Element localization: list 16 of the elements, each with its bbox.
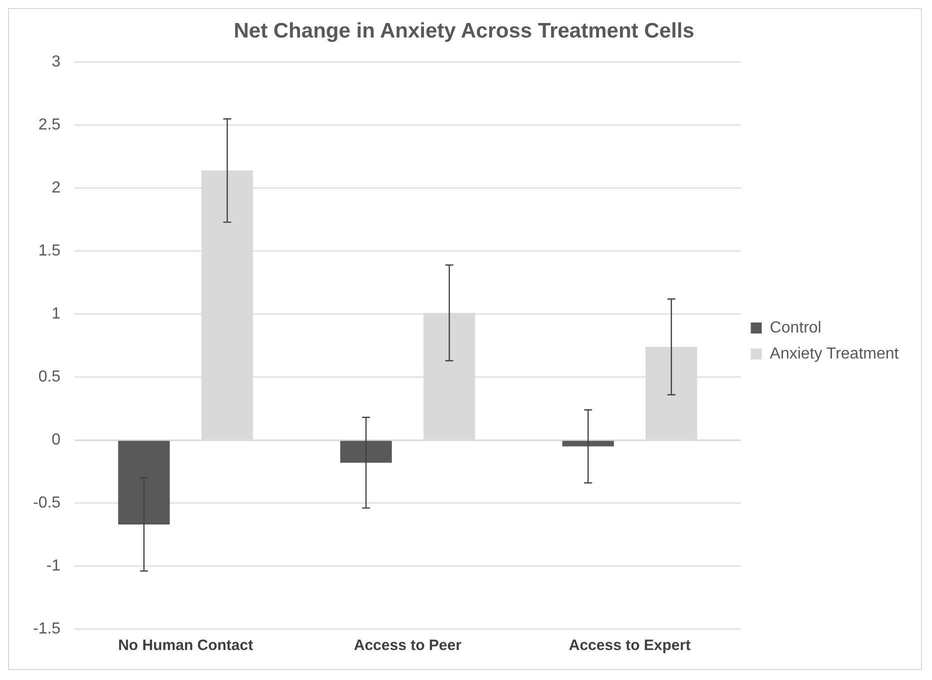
legend-label: Anxiety Treatment [770,345,900,362]
y-tick-label: -0.5 [32,494,61,512]
legend-label: Control [770,319,822,336]
y-tick-label: -1 [46,557,61,574]
y-tick-label: -1.5 [32,620,61,638]
y-tick-label: 3 [52,54,61,71]
y-tick-label: 2 [52,180,61,197]
x-tick-label: Access to Peer [354,637,462,654]
y-tick-label: 1 [52,306,61,323]
chart-title: Net Change in Anxiety Across Treatment Cells [234,19,694,42]
x-tick-label: No Human Contact [118,637,254,654]
x-tick-label: Access to Expert [568,637,691,654]
y-tick-label: 1.5 [38,242,61,260]
y-tick-label: 2.5 [38,116,61,134]
y-tick-label: 0.5 [38,368,61,386]
y-tick-label: 0 [52,431,61,448]
